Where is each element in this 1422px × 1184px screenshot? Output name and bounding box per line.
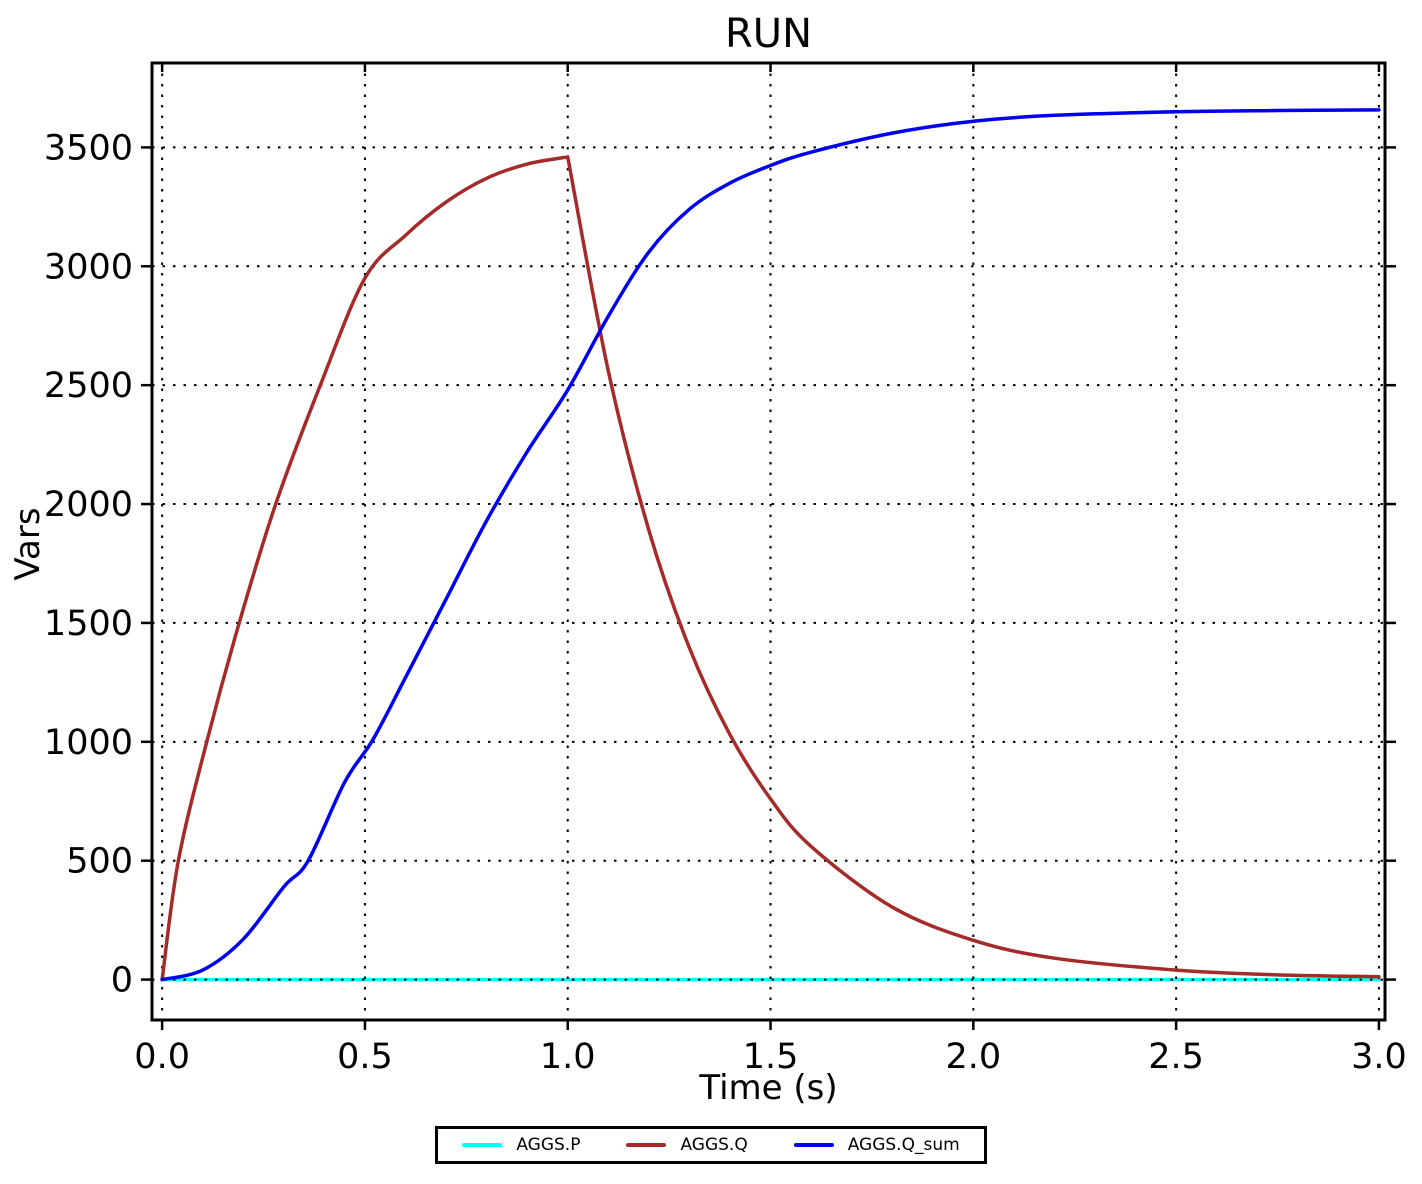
- legend-label: AGGS.Q_sum: [847, 1135, 960, 1155]
- legend-swatch-AGGS.Q_sum: [793, 1143, 834, 1147]
- series-line-AGGS.Q_sum: [160, 108, 1381, 982]
- plot-border: [150, 61, 1387, 1022]
- legend-label: AGGS.Q: [680, 1135, 748, 1155]
- y-tick-label: 1500: [44, 604, 133, 644]
- y-tick-label: 1000: [44, 723, 133, 763]
- x-tick-label: 2.5: [1148, 1037, 1204, 1077]
- y-tick-label: 0: [111, 961, 133, 1001]
- x-tick-label: 3.0: [1351, 1037, 1407, 1077]
- y-tick-label: 3500: [44, 128, 133, 168]
- y-tick-label: 2500: [44, 366, 133, 406]
- legend-box: AGGS.P AGGS.Q AGGS.Q_sum: [435, 1126, 987, 1164]
- legend-item-AGGS.Q: AGGS.Q: [626, 1135, 748, 1155]
- y-tick-label: 2000: [44, 485, 133, 525]
- x-tick-label: 0.0: [134, 1037, 190, 1077]
- legend-swatch-AGGS.Q: [626, 1143, 667, 1147]
- x-tick-label: 2.0: [945, 1037, 1001, 1077]
- chart-title: RUN: [725, 11, 812, 57]
- x-tick-label: 1.5: [743, 1037, 799, 1077]
- x-tick-label: 0.5: [337, 1037, 393, 1077]
- legend-label: AGGS.P: [516, 1135, 581, 1155]
- y-tick-label: 500: [66, 842, 133, 882]
- legend-item-AGGS.P: AGGS.P: [462, 1135, 580, 1155]
- y-tick-label: 3000: [44, 247, 133, 287]
- legend: AGGS.P AGGS.Q AGGS.Q_sum: [0, 1126, 1422, 1164]
- x-tick-label: 1.0: [540, 1037, 596, 1077]
- legend-item-AGGS.Q_sum: AGGS.Q_sum: [793, 1135, 960, 1155]
- x-axis-label: Time (s): [699, 1068, 838, 1108]
- legend-swatch-AGGS.P: [462, 1143, 503, 1147]
- series-line-AGGS.Q: [160, 155, 1381, 982]
